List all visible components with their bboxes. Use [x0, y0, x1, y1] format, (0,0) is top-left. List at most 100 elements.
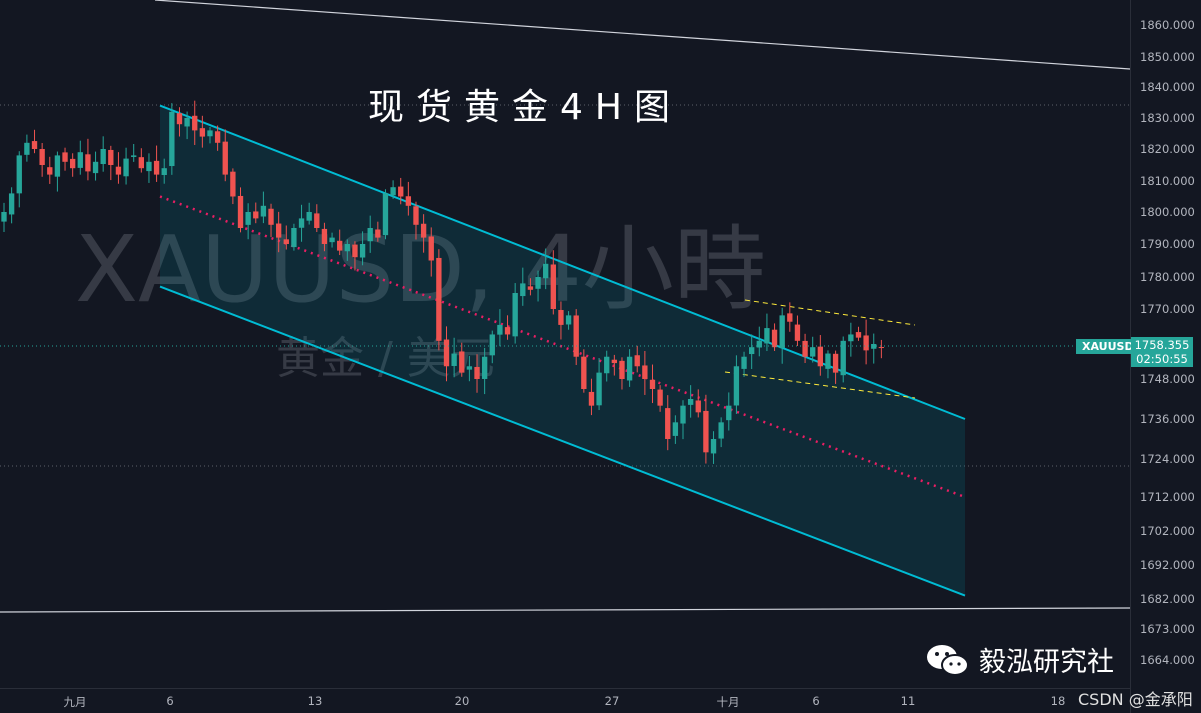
brand-watermark: 毅泓研究社: [925, 640, 1114, 679]
channel-upper: [159, 104, 966, 420]
candle-body: [703, 410, 709, 453]
time-tick: 十月: [716, 695, 740, 709]
price-tick: 1840.000: [1140, 80, 1195, 94]
candle-body: [8, 193, 15, 215]
candle-body: [520, 283, 526, 297]
candle-body: [329, 237, 335, 243]
price-tick: 1702.000: [1140, 524, 1195, 538]
trendline-upper: [154, 0, 1130, 70]
candle-body: [802, 340, 808, 357]
candle-body: [459, 351, 465, 373]
time-tick: 13: [307, 694, 323, 708]
candle-body: [31, 141, 38, 149]
candle-body: [405, 196, 412, 206]
candle-body: [672, 422, 679, 436]
candle-body: [848, 334, 854, 342]
price-tick: 1712.000: [1140, 490, 1195, 504]
candle-body: [275, 223, 282, 238]
candle-body: [604, 356, 610, 374]
candle-body: [390, 187, 396, 196]
candle-body: [787, 313, 793, 322]
candle-body: [62, 152, 68, 162]
candle-body: [443, 339, 450, 367]
candle-body: [92, 161, 99, 174]
price-tick: 1682.000: [1140, 592, 1195, 606]
candle-body: [474, 366, 480, 379]
candle-body: [161, 168, 167, 175]
candle-body: [733, 366, 740, 406]
candle-body: [840, 340, 846, 376]
candle-body: [169, 111, 175, 167]
candle-body: [123, 158, 129, 177]
candle-body: [451, 353, 457, 366]
candle-body: [138, 157, 144, 169]
candle-body: [649, 379, 656, 389]
candle-body: [718, 422, 724, 439]
price-tick: 1736.000: [1140, 412, 1195, 426]
candle-body: [131, 155, 137, 157]
candle-body: [489, 334, 495, 356]
candle-body: [428, 236, 434, 261]
candle-body: [337, 240, 343, 251]
time-tick: 6: [812, 694, 820, 708]
candle-body: [230, 171, 236, 197]
candle-body: [863, 335, 869, 351]
candle-body: [306, 212, 312, 221]
candle-body: [642, 365, 648, 379]
candle-body: [497, 324, 503, 335]
price-tick: 1830.000: [1140, 111, 1195, 125]
candle-body: [184, 118, 190, 127]
channel-lower: [159, 285, 966, 597]
price-tick: 1860.000: [1140, 18, 1195, 32]
candle-body: [176, 113, 183, 125]
wedge-lower: [724, 371, 916, 399]
candle-body: [1, 212, 7, 222]
candle-body: [398, 186, 404, 197]
candle-body: [565, 315, 572, 325]
candle-body: [756, 340, 762, 348]
price-tick: 1780.000: [1140, 270, 1195, 284]
candle-body: [199, 128, 206, 137]
time-tick: 27: [604, 694, 620, 708]
price-tick: 1748.000: [1140, 372, 1195, 386]
candle-body: [710, 439, 717, 454]
symbol-tag: XAUUSD: [1076, 339, 1140, 354]
candle-body: [314, 213, 320, 228]
candle-body: [535, 277, 541, 289]
chart-title: 现货黄金4H图: [368, 87, 682, 128]
watermark-pair: 黄金 / 美元: [276, 322, 495, 386]
candle-body: [321, 228, 328, 244]
candle-body: [749, 347, 755, 355]
price-tick: 1820.000: [1140, 142, 1195, 156]
candle-body: [581, 356, 587, 389]
price-tick: 1790.000: [1140, 237, 1195, 251]
candle-body: [375, 229, 381, 238]
last-price: 1758.355: [1134, 338, 1190, 352]
candle-body: [108, 149, 114, 165]
candle-body: [810, 347, 816, 357]
candle-body: [512, 293, 518, 337]
time-tick: 20: [454, 694, 470, 708]
candle-body: [77, 152, 83, 168]
candle-body: [207, 130, 213, 137]
candle-body: [344, 244, 350, 252]
trendline-lower: [0, 607, 1130, 613]
wedge-upper: [744, 299, 916, 326]
candle-body: [726, 405, 732, 421]
candle-body: [153, 160, 160, 175]
channel-fill: [160, 105, 965, 596]
candle-body: [764, 328, 770, 344]
candle-body: [794, 324, 801, 341]
price-tick: 1692.000: [1140, 558, 1195, 572]
watermark-symbol: XAUUSD, 4小時: [75, 216, 766, 323]
candle-body: [741, 356, 747, 369]
candle-body: [626, 356, 633, 381]
chart-canvas[interactable]: [0, 0, 1130, 688]
time-axis-divider: [0, 688, 1130, 689]
candle-body: [619, 360, 625, 379]
candle-body: [779, 315, 785, 349]
candle-body: [817, 346, 824, 367]
candle-body: [420, 223, 427, 238]
candle-body: [855, 332, 862, 338]
